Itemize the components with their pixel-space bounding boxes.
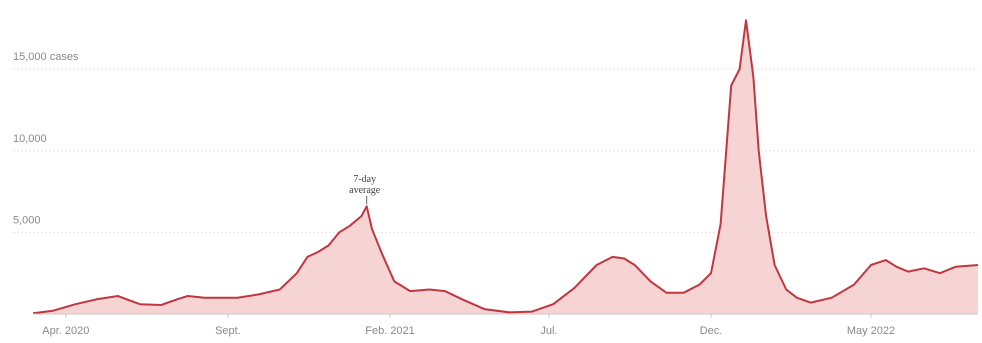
data-point bbox=[509, 312, 511, 314]
data-point bbox=[296, 272, 298, 274]
data-point bbox=[96, 299, 98, 301]
data-point bbox=[382, 254, 384, 256]
data-point bbox=[774, 264, 776, 266]
data-point bbox=[939, 272, 941, 274]
data-point bbox=[758, 150, 760, 152]
data-point bbox=[634, 264, 636, 266]
data-point bbox=[160, 304, 162, 306]
data-point bbox=[409, 290, 411, 292]
data-point bbox=[176, 299, 178, 301]
data-point bbox=[393, 281, 395, 283]
data-point bbox=[923, 267, 925, 269]
data-point bbox=[338, 232, 340, 234]
data-point bbox=[612, 256, 614, 258]
data-point bbox=[307, 256, 309, 258]
data-point bbox=[796, 297, 798, 299]
data-point bbox=[666, 292, 668, 294]
x-tick-label: Dec. bbox=[700, 325, 723, 337]
data-point bbox=[237, 297, 239, 299]
data-point bbox=[853, 284, 855, 286]
data-point bbox=[699, 284, 701, 286]
series-line bbox=[32, 19, 979, 315]
x-tick-label: Apr. 2020 bbox=[42, 325, 89, 337]
x-tick-label: Sept. bbox=[215, 325, 241, 337]
data-point bbox=[596, 264, 598, 266]
data-point bbox=[32, 312, 34, 314]
x-tick-labels: Apr. 2020 Sept. Feb. 2021 Jul. Dec. May 2022 bbox=[42, 314, 895, 337]
data-point bbox=[745, 19, 747, 21]
data-point bbox=[349, 225, 351, 227]
data-point bbox=[258, 294, 260, 296]
x-tick-label: Feb. 2021 bbox=[365, 325, 415, 337]
data-point bbox=[531, 311, 533, 313]
data-point bbox=[52, 310, 54, 312]
data-point bbox=[650, 281, 652, 283]
y-tick-label: 15,000 cases bbox=[13, 51, 79, 63]
data-point bbox=[574, 287, 576, 289]
series-area-fill bbox=[33, 20, 978, 314]
data-point bbox=[317, 251, 319, 253]
data-point bbox=[955, 266, 957, 268]
annotation-text: average bbox=[349, 185, 381, 196]
data-point bbox=[187, 295, 189, 297]
data-point bbox=[896, 266, 898, 268]
data-point bbox=[720, 223, 722, 225]
y-tick-label: 10,000 bbox=[13, 133, 47, 145]
data-point bbox=[907, 271, 909, 273]
data-point bbox=[730, 85, 732, 87]
data-point bbox=[683, 292, 685, 294]
y-tick-labels: 15,000 cases 10,000 5,000 bbox=[13, 51, 79, 226]
data-point bbox=[710, 272, 712, 274]
data-point bbox=[75, 303, 77, 305]
data-point bbox=[444, 290, 446, 292]
data-point bbox=[484, 308, 486, 310]
data-point bbox=[765, 215, 767, 217]
data-point bbox=[552, 303, 554, 305]
data-point bbox=[977, 264, 979, 266]
x-tick-label: Jul. bbox=[540, 325, 557, 337]
data-point bbox=[885, 259, 887, 261]
data-point bbox=[361, 215, 363, 217]
data-point bbox=[279, 289, 281, 291]
data-point bbox=[117, 295, 119, 297]
gridlines bbox=[13, 68, 978, 233]
data-point bbox=[785, 289, 787, 291]
data-point bbox=[366, 205, 368, 207]
data-point bbox=[428, 289, 430, 291]
data-point bbox=[461, 299, 463, 301]
data-point bbox=[623, 258, 625, 260]
annotation-text: 7-day bbox=[353, 174, 376, 185]
data-point bbox=[220, 297, 222, 299]
x-tick-label: May 2022 bbox=[847, 325, 895, 337]
data-point bbox=[204, 297, 206, 299]
y-tick-label: 5,000 bbox=[13, 214, 41, 226]
data-point bbox=[753, 76, 755, 78]
data-point bbox=[870, 264, 872, 266]
data-point bbox=[739, 68, 741, 70]
data-point bbox=[810, 302, 812, 304]
data-point bbox=[371, 228, 373, 230]
data-points bbox=[32, 19, 979, 314]
data-point bbox=[328, 245, 330, 247]
data-point bbox=[831, 297, 833, 299]
data-point bbox=[139, 303, 141, 305]
